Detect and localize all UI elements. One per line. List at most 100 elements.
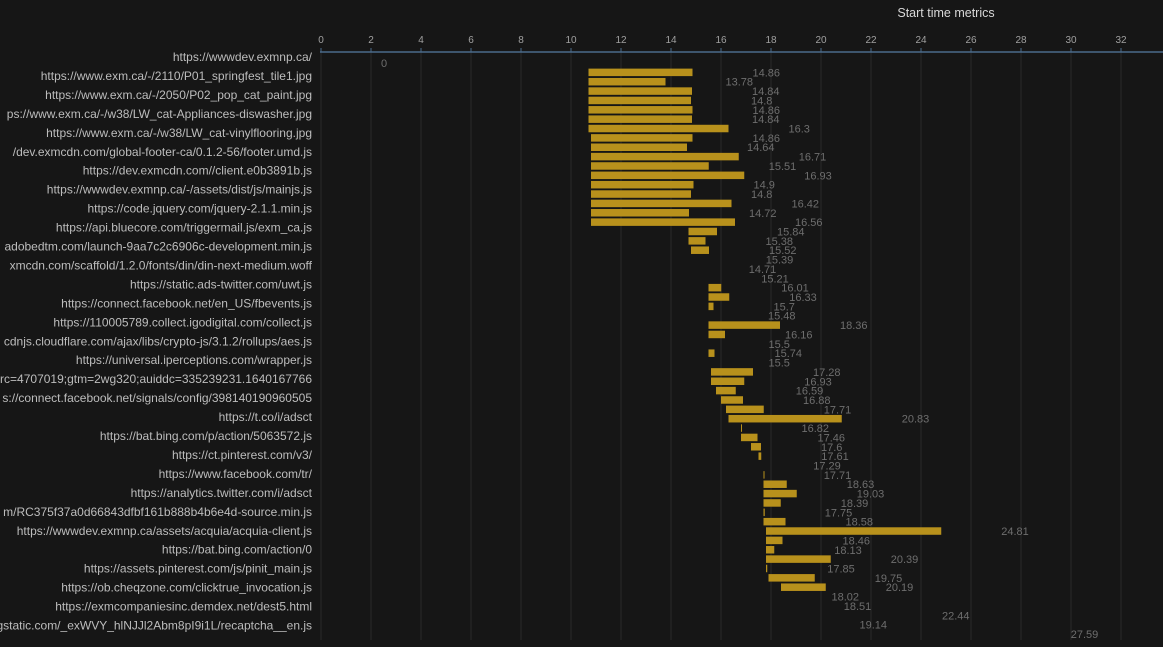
x-tick-label: 14: [665, 35, 677, 46]
bar: [688, 227, 717, 236]
bar: [591, 199, 732, 208]
row-label: https://wwwdev.exmnp.ca/-/assets/dist/js…: [47, 183, 312, 197]
bar: [591, 162, 709, 170]
bar: [591, 134, 693, 142]
value-label: 20.83: [902, 414, 930, 426]
value-label: 16.71: [799, 152, 827, 164]
value-label: 17.6: [821, 442, 842, 454]
value-label: 16.16: [785, 329, 813, 341]
row-label: https://ob.cheqzone.com/clicktrue_invoca…: [61, 581, 312, 595]
value-label: 15.48: [768, 311, 796, 323]
value-label: 17.28: [813, 367, 841, 379]
row-label: https://t.co/i/adsct: [219, 410, 313, 424]
value-label: 18.46: [843, 535, 871, 547]
value-label: 20.39: [891, 554, 919, 566]
value-label: 24.81: [1001, 526, 1029, 538]
value-label: 18.36: [840, 320, 868, 332]
row-label: adobedtm.com/launch-9aa7c2c6906c-develop…: [4, 240, 312, 254]
value-label: 13.78: [726, 77, 754, 89]
x-tick-label: 32: [1115, 35, 1127, 46]
chart-title: Start time metrics: [897, 6, 994, 20]
value-label: 15.74: [775, 348, 803, 360]
row-label: ps://www.exm.ca/-/w38/LW_cat-Appliances-…: [7, 107, 312, 121]
value-label: 19.75: [875, 573, 903, 585]
value-label: 15.51: [769, 161, 797, 173]
row-label: https://wwwdev.exmnp.ca/: [173, 50, 313, 64]
bar: [591, 143, 687, 151]
x-tick-label: 18: [765, 35, 777, 46]
value-label: 17.29: [813, 461, 841, 473]
row-label: https://bat.bing.com/action/0: [162, 543, 312, 557]
value-label: 14.8: [751, 189, 772, 201]
bar: [588, 115, 692, 123]
row-label: rc=4707019;gtm=2wg320;auiddc=335239231.1…: [0, 372, 312, 386]
value-label: 17.46: [818, 432, 846, 444]
bar: [588, 124, 729, 133]
bar: [763, 499, 781, 507]
value-label: 0: [381, 58, 387, 70]
value-label: 17.71: [824, 404, 852, 416]
value-label: 14.86: [753, 105, 781, 117]
bar: [711, 368, 753, 376]
value-label: 18.02: [832, 592, 860, 604]
value-label: 14.71: [749, 264, 777, 276]
x-tick-label: 16: [715, 35, 727, 46]
bar: [758, 452, 762, 460]
bar: [708, 349, 715, 357]
row-label: https://www.exm.ca/-/2110/P01_springfest…: [41, 69, 312, 83]
bar: [741, 433, 758, 442]
x-tick-label: 10: [565, 35, 577, 46]
row-label: m/RC375f37a0d66843dfbf161b888b4b6e4d-sou…: [3, 505, 312, 519]
grid-lines: [320, 52, 1122, 640]
row-label: s://connect.facebook.net/signals/config/…: [2, 391, 312, 405]
value-label: 16.93: [804, 376, 832, 388]
value-label: 14.86: [753, 67, 781, 79]
bar: [766, 555, 831, 563]
bar: [766, 564, 768, 573]
value-label: 15.84: [777, 226, 805, 238]
value-label: 16.88: [803, 395, 831, 407]
bar: [741, 424, 742, 432]
value-label: 18.51: [844, 601, 872, 613]
bar: [726, 405, 764, 414]
bar: [711, 377, 745, 386]
bar: [708, 330, 725, 339]
x-tick-label: 28: [1015, 35, 1027, 46]
bar: [708, 293, 730, 301]
value-label: 22.44: [942, 610, 970, 622]
x-tick-label: 26: [965, 35, 977, 46]
bar: [588, 96, 691, 105]
value-label: 17.85: [827, 563, 855, 575]
bar: [766, 527, 942, 535]
bar: [588, 68, 693, 77]
value-label: 18.63: [847, 479, 875, 491]
bar: [708, 283, 722, 292]
bar: [766, 536, 783, 545]
value-label: 15.39: [766, 255, 794, 267]
value-label: 16.42: [792, 198, 820, 210]
bar: [716, 386, 736, 395]
bar: [708, 302, 714, 311]
row-label: https://connect.facebook.net/en_US/fbeve…: [61, 296, 312, 310]
bars: [588, 68, 942, 591]
row-label: https://analytics.twitter.com/i/adsct: [131, 486, 313, 500]
bar: [728, 414, 842, 423]
value-label: 15.21: [761, 273, 789, 285]
value-label: 15.5: [769, 358, 790, 370]
row-label: https://api.bluecore.com/triggermail.js/…: [56, 221, 312, 235]
x-tick-label: 22: [865, 35, 877, 46]
bar: [591, 152, 739, 161]
row-label: https://www.exm.ca/-/2050/P02_pop_cat_pa…: [45, 88, 312, 102]
value-label: 14.9: [754, 180, 775, 192]
value-label: 17.71: [824, 470, 852, 482]
x-tick-label: 6: [468, 35, 474, 46]
x-tick-label: 24: [915, 35, 927, 46]
row-label: https://110005789.collect.igodigital.com…: [53, 315, 312, 329]
bar: [691, 246, 709, 254]
bar: [763, 480, 787, 488]
row-label: https://bat.bing.com/p/action/5063572.js: [100, 429, 312, 443]
row-label: https://code.jquery.com/jquery-2.1.1.min…: [87, 202, 312, 216]
bar: [768, 574, 815, 582]
row-label: xmcdn.com/scaffold/1.2.0/fonts/din/din-n…: [10, 258, 313, 272]
value-label: 16.93: [804, 170, 832, 182]
